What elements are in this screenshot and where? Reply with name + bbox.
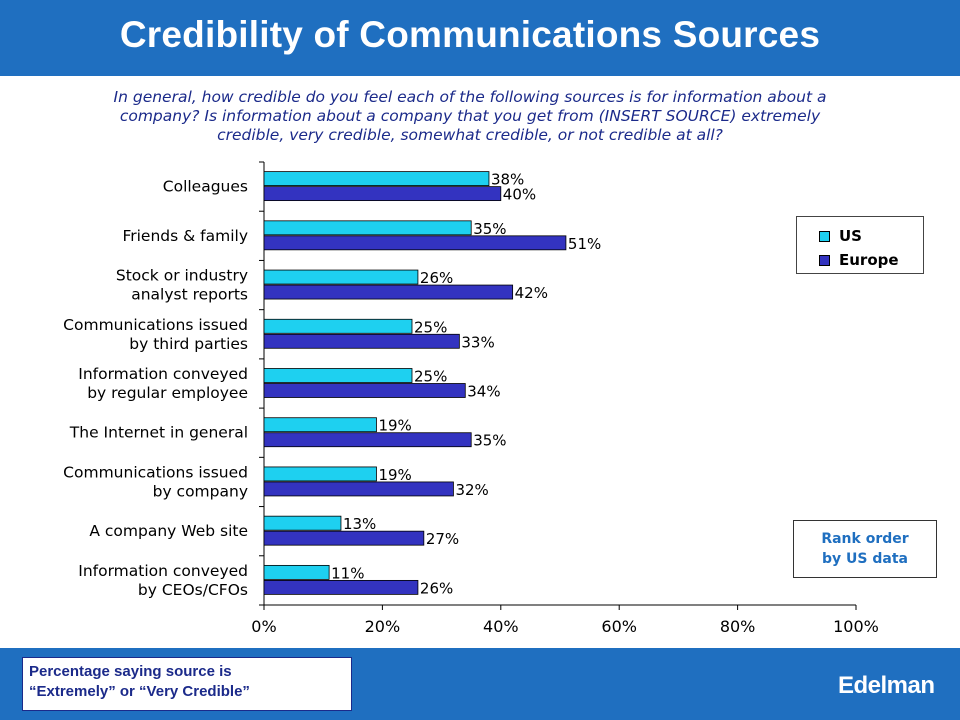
data-label-europe: 32% [455,481,488,499]
category-label: Information conveyed by CEOs/CFOs [78,562,248,599]
category-label: A company Web site [89,522,248,540]
bar-europe [263,432,472,448]
category-label: Information conveyed by regular employee [78,365,248,402]
bar-europe [263,333,460,349]
bar-us [263,368,413,383]
bar-us [263,318,413,334]
bar-us [263,171,490,187]
category-label: The Internet in general [69,424,248,442]
legend-item-europe: Europe [819,250,899,270]
bar-us [263,220,472,236]
legend-label-us: US [839,227,862,245]
data-label-us: 26% [420,269,453,287]
x-tick-label: 20% [365,617,401,636]
data-label-europe: 42% [515,284,548,302]
x-tick-label: 60% [601,617,637,636]
header-bar [0,0,960,76]
x-tick-label: 0% [251,617,276,636]
category-label: Communications issued by company [63,463,248,500]
chart-legend: US Europe [796,216,924,274]
data-label-us: 38% [491,171,524,189]
bar-europe [263,284,514,300]
category-label: Friends & family [122,227,248,245]
data-label-us: 13% [343,515,376,533]
footer-note: Percentage saying source is “Extremely” … [22,657,352,711]
legend-swatch-europe [819,254,830,266]
x-tick-label: 100% [833,617,879,636]
footer-note-line2: “Extremely” or “Very Credible” [29,683,250,700]
bar-europe [263,235,567,251]
bar-europe [263,530,425,546]
data-label-us: 25% [414,368,447,386]
data-label-us: 11% [331,564,364,582]
edelman-logo: Edelman [838,672,935,699]
bar-europe [263,579,419,595]
bar-us [263,564,330,580]
bar-us [263,269,419,285]
bar-us [263,417,377,433]
category-label: Communications issued by third parties [63,316,248,353]
data-label-us: 35% [473,220,506,238]
data-label-europe: 34% [467,383,500,401]
bar-europe [263,481,454,497]
data-label-europe: 33% [461,333,494,351]
category-label: Colleagues [163,178,248,196]
x-tick-label: 40% [483,617,519,636]
data-label-us: 19% [378,466,411,484]
page-title: Credibility of Communications Sources [119,14,821,55]
bar-europe [263,186,502,202]
legend-swatch-us [819,230,830,242]
category-label: Stock or industry analyst reports [116,267,248,304]
data-label-europe: 51% [568,235,601,253]
footer-note-line1: Percentage saying source is [29,663,232,680]
data-label-europe: 26% [420,579,453,597]
rank-order-line2: by US data [822,551,908,567]
data-label-europe: 35% [473,432,506,450]
bar-us [263,515,342,531]
data-label-us: 25% [414,318,447,336]
legend-item-us: US [819,226,862,246]
bar-chart: 0% 20% 40% 60% 80% 100%Colleagues 38%40%Friend… [63,161,879,636]
rank-order-line1: Rank order [821,531,909,547]
data-label-us: 19% [378,417,411,435]
survey-question: In general, how credible do you feel eac… [113,88,827,144]
data-label-europe: 40% [503,186,536,204]
bar-europe [263,383,466,398]
rank-order-note: Rank order by US data [793,520,937,578]
x-tick-label: 80% [720,617,756,636]
data-label-europe: 27% [426,530,459,548]
legend-label-europe: Europe [839,251,899,269]
bar-us [263,466,377,482]
